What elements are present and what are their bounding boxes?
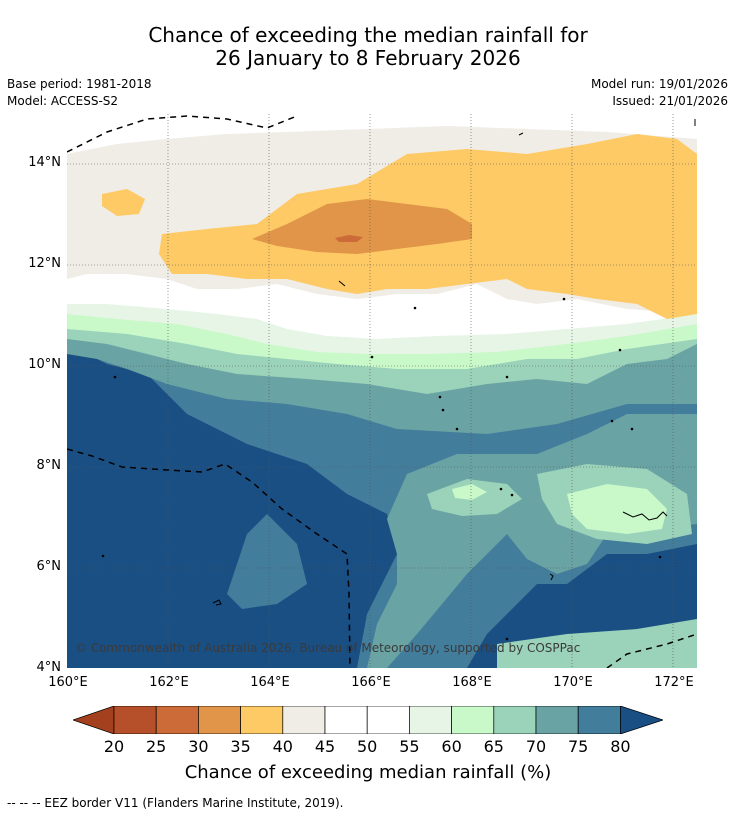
base-period: Base period: 1981-2018 [7,77,152,91]
eez-footnote: -- -- -- EEZ border V11 (Flanders Marine… [7,796,344,810]
colorbar-swatch [324,706,368,734]
zone-30 [335,235,363,242]
colorbar-swatch [451,706,495,734]
lat-label: 4°N [36,660,62,675]
colorbar-tick-label: 25 [146,737,167,756]
colorbar-swatch [240,706,284,734]
islands [101,119,696,641]
lat-label: 12°N [28,256,61,271]
colorbar-swatch [198,706,241,734]
colorbar-tick-label: 70 [525,737,547,756]
colorbar-tick-label: 80 [610,737,631,756]
model-name: Model: ACCESS-S2 [7,94,119,108]
rainfall-map[interactable] [67,114,697,668]
lon-label: 172°E [654,675,694,690]
colorbar-swatch [409,706,452,734]
colorbar-tick-label: 50 [357,737,378,756]
zone-60-east [567,484,667,534]
colorbar-tick-label: 20 [103,737,125,756]
colorbar-swatch [155,706,199,734]
colorbar-swatch [535,706,579,734]
lon-label: 170°E [553,675,593,690]
colorbar-swatch [282,706,326,734]
zone-40-west [102,189,145,216]
title-line-2: 26 January to 8 February 2026 [215,46,521,70]
colorbar-swatch [113,706,157,734]
colorbar [73,706,663,734]
lat-label: 10°N [28,357,61,372]
colorbar-title: Chance of exceeding median rainfall (%) [184,762,552,783]
colorbar-swatch [366,706,410,734]
lon-label: 168°E [452,675,492,690]
colorbar-swatch [577,706,621,734]
colorbar-tick-label: 40 [272,737,293,756]
model-run: Model run: 19/01/2026 [590,77,728,91]
colorbar-tick-label: 35 [230,737,251,756]
lat-label: 14°N [28,155,61,170]
lat-label: 6°N [36,559,62,574]
graticule [67,114,697,668]
copyright-notice: © Commonwealth of Australia 2026, Bureau… [75,641,581,655]
zone-35 [252,199,472,254]
issued-date: Issued: 21/01/2026 [612,94,728,108]
zone-75-south [227,514,307,609]
lat-label: 8°N [36,458,62,473]
colorbar-arrow-low [73,706,115,734]
colorbar-arrow-high [620,706,663,734]
colorbar-tick-label: 55 [399,737,420,756]
lon-label: 162°E [149,675,189,690]
eez-border [67,115,697,668]
zone-65-se [497,619,697,668]
lon-label: 160°E [48,675,88,690]
lon-label: 166°E [351,675,391,690]
title-line-1: Chance of exceeding the median rainfall … [148,23,588,47]
lon-label: 164°E [250,675,290,690]
colorbar-tick-label: 45 [314,737,336,756]
colorbar-tick-label: 75 [568,737,589,756]
zone-60-center [452,484,487,500]
colorbar-tick-label: 65 [483,737,504,756]
colorbar-tick-label: 30 [188,737,209,756]
colorbar-swatch [493,706,537,734]
colorbar-tick-label: 60 [441,737,462,756]
